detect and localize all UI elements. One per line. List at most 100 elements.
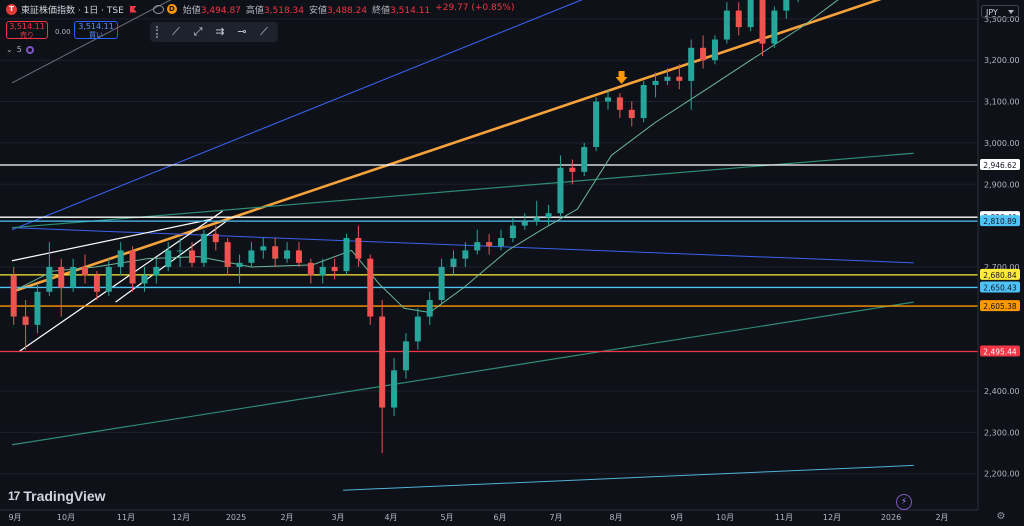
indicator-status-icon[interactable] — [25, 45, 34, 54]
candle-body — [462, 250, 469, 259]
ray-icon[interactable]: ⤢ — [193, 25, 203, 38]
parallel-channel-icon[interactable]: ⇉ — [215, 25, 225, 38]
trend-line-teal-low[interactable] — [11, 301, 914, 446]
candle-body — [379, 316, 386, 408]
candle-body — [260, 246, 267, 251]
time-tick-label: 10月 — [716, 513, 734, 522]
drawing-tools-grip-icon[interactable] — [156, 26, 162, 38]
extended-line-icon[interactable]: ⟋ — [260, 25, 268, 38]
symbol-title[interactable]: 東証株価指数 · 1日 · TSE — [21, 5, 124, 16]
time-tick-label: 2025 — [226, 513, 246, 522]
price-tick-label: 3,100.00 — [984, 98, 1020, 107]
price-tag-label: 2,946.62 — [983, 161, 1017, 170]
candle-body — [771, 10, 778, 44]
candle-body — [284, 250, 291, 259]
candle-body — [723, 10, 730, 40]
candle-body — [343, 238, 350, 272]
indicator-count: 5 — [16, 45, 22, 54]
price-tag-label: 2,605.38 — [983, 302, 1017, 311]
candle-body — [557, 167, 564, 214]
buy-price: 3,514.11 — [78, 22, 114, 31]
ohlc-values: 始値3,494.87 高値3,518.34 安値3,488.24 終値3,514… — [183, 3, 515, 16]
price-tick-label: 2,200.00 — [984, 470, 1020, 479]
indicator-row[interactable]: ⌄ 5 — [6, 45, 34, 54]
high-label: 高値 — [245, 5, 264, 16]
time-axis[interactable]: 9月 10月 11月 12月 2025 2月 3月 4月 5月 6月 7月 8月 9月 10月 11月 12月… — [8, 513, 948, 522]
price-tick-label: 2,700.00 — [984, 263, 1020, 272]
trend-line-blue-upper[interactable] — [11, 0, 914, 231]
dividend-badge-icon[interactable]: D — [166, 4, 177, 14]
horizontal-line-icon[interactable]: ⊸ — [237, 25, 247, 38]
candle-body — [82, 266, 89, 276]
candle-body — [402, 341, 409, 371]
tradingview-logo-icon: 17 — [8, 489, 20, 503]
time-tick-label: 3月 — [331, 513, 344, 522]
price-tag-label: 2,680.84 — [983, 271, 1017, 280]
sell-button[interactable]: 3,514.11 売り — [6, 21, 48, 39]
price-tag — [980, 281, 1020, 293]
price-tick-label: 3,000.00 — [984, 139, 1020, 148]
trend-line-blue-mid[interactable] — [11, 227, 914, 264]
candle-body — [355, 238, 362, 259]
trend-line-gray-upper[interactable] — [11, 0, 438, 84]
flag-icon[interactable] — [129, 5, 137, 13]
candle-body — [414, 316, 421, 342]
candle-body — [177, 250, 184, 252]
candle-body — [664, 76, 671, 81]
trend-line-teal-mid[interactable] — [11, 152, 914, 229]
price-axis[interactable]: 3,600.003,500.003,400.003,300.003,200.00… — [984, 0, 1020, 479]
price-tick-label: 2,900.00 — [984, 180, 1020, 189]
time-tick-label: 5月 — [440, 513, 453, 522]
candle-body — [498, 238, 505, 247]
candle-body — [153, 266, 160, 276]
time-tick-label: 9月 — [670, 513, 683, 522]
currency-selector[interactable]: JPY — [981, 5, 1019, 18]
horizontal-levels[interactable] — [0, 164, 978, 353]
lightning-icon[interactable]: ⚡ — [896, 494, 912, 510]
candle-body — [212, 233, 219, 243]
spread-value: 0.00 — [55, 28, 71, 36]
time-tick-label: 6月 — [493, 513, 506, 522]
price-tick-label: 3,300.00 — [984, 15, 1020, 24]
arrow-down-marker — [615, 71, 628, 85]
trend-line-icon[interactable]: ⟋ — [172, 25, 180, 38]
price-tag-label: 2,810.89 — [983, 217, 1017, 226]
time-tick-label: 2月 — [280, 513, 293, 522]
candle-body — [521, 221, 528, 226]
candle-body — [593, 101, 600, 148]
buy-button[interactable]: 3,514.11 買い — [74, 21, 118, 39]
candle-body — [628, 109, 635, 119]
candle-body — [652, 80, 659, 86]
price-tick-label: 3,200.00 — [984, 56, 1020, 65]
settings-gear-icon[interactable]: ⚙ — [996, 511, 1006, 522]
time-tick-label: 2026 — [881, 513, 901, 522]
brand-logo[interactable]: 17 TradingView — [8, 488, 106, 504]
trend-line-white-1[interactable] — [11, 218, 211, 262]
candle-body — [331, 266, 338, 272]
candle-body — [307, 262, 314, 276]
candle-body — [676, 76, 683, 81]
time-tick-label: 12月 — [823, 513, 841, 522]
annotations — [615, 71, 628, 85]
eye-icon[interactable] — [152, 4, 164, 14]
candle-body — [224, 242, 231, 267]
candle-body — [604, 97, 611, 102]
symbol-logo-icon[interactable]: T — [6, 3, 17, 15]
change-value: +29.77 (+0.85%) — [435, 2, 515, 13]
candle-body — [533, 217, 540, 222]
candle-body — [450, 258, 457, 267]
candle-body — [188, 250, 195, 263]
collapse-chevron-icon[interactable]: ⌄ — [6, 45, 13, 54]
candle-body — [10, 275, 17, 317]
trend-line-lightblue-bottom[interactable] — [343, 464, 914, 491]
candle-body — [688, 47, 695, 81]
candle-body — [759, 0, 766, 44]
price-tags: 2,946.622,820.402,810.892,680.842,650.43… — [980, 158, 1020, 357]
candle-body — [236, 262, 243, 267]
candle-body — [783, 0, 790, 11]
trend-line-white-2[interactable] — [18, 210, 223, 353]
moving-average — [11, 0, 839, 313]
candle-body — [105, 266, 112, 292]
